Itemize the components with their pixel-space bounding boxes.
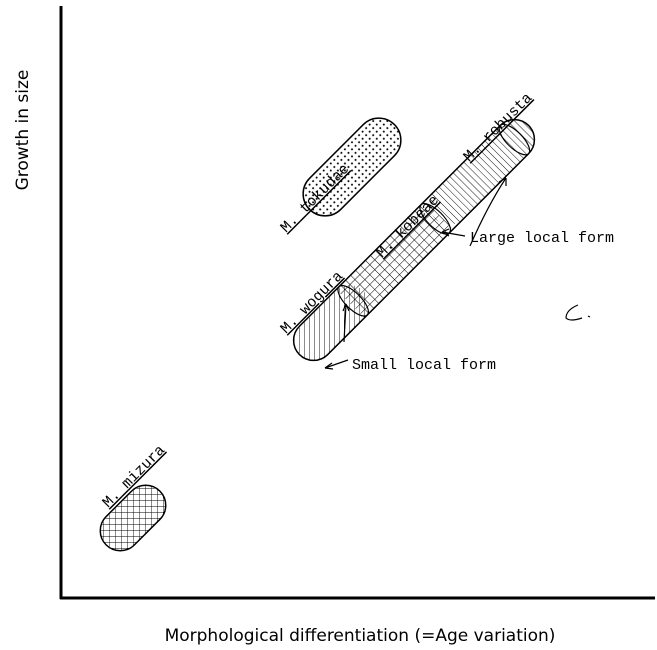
annotation-arrows — [324, 177, 591, 370]
series-capsule — [292, 118, 536, 362]
tokudae-capsule — [302, 117, 402, 217]
x-axis-label: Morphological differentiation (=Age vari… — [165, 626, 556, 646]
mizura-capsule — [99, 484, 167, 552]
annotation: Small local form — [352, 357, 496, 374]
y-axis-label: Growth in size — [13, 70, 33, 191]
annotation: Large local form — [470, 230, 614, 247]
